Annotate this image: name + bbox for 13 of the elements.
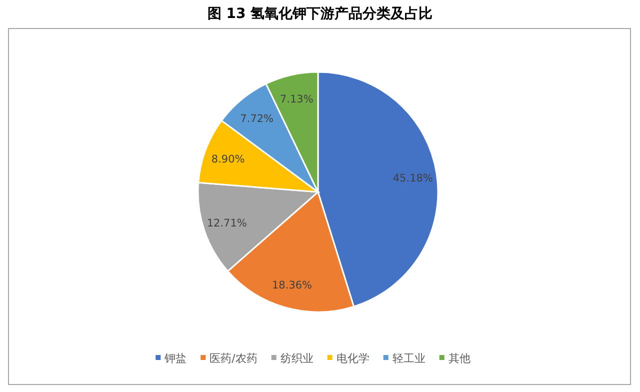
data-label: 7.13% bbox=[280, 93, 314, 106]
data-label: 7.72% bbox=[240, 112, 274, 125]
legend-label: 电化学 bbox=[336, 352, 370, 365]
data-label: 18.36% bbox=[272, 279, 312, 292]
data-label: 45.18% bbox=[392, 172, 433, 185]
legend-label: 纺织业 bbox=[280, 352, 314, 365]
legend-label: 医药/农药 bbox=[210, 352, 258, 365]
legend-label: 轻工业 bbox=[392, 352, 426, 365]
data-label: 8.90% bbox=[211, 153, 245, 166]
legend-label: 钾盐 bbox=[164, 352, 187, 365]
data-label: 12.71% bbox=[206, 217, 247, 230]
chart-title: 图 13 氢氧化钾下游产品分类及占比 bbox=[207, 5, 433, 22]
legend-label: 其他 bbox=[448, 352, 470, 365]
